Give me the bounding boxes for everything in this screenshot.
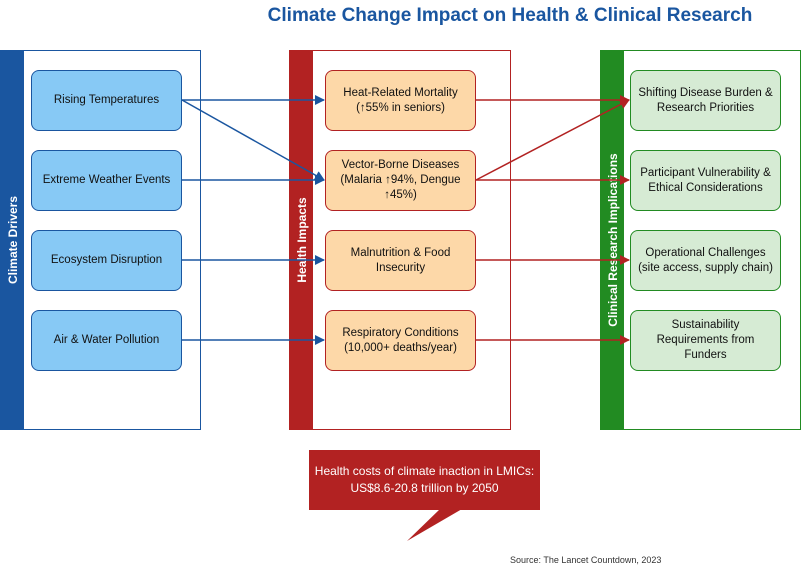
node-extreme-weather: Extreme Weather Events [31,150,182,211]
node-label-line: Malnutrition & Food [350,246,451,259]
node-sustainability-requirements: Sustainability Requirements from Funders [630,310,781,371]
node-label-line: (site access, supply chain) [638,261,773,274]
node-label-line: Respiratory Conditions [342,326,459,339]
node-label-line: Heat-Related Mortality [343,86,458,99]
node-label-line: ↑45%) [384,188,417,201]
node-label-line: (Malaria ↑94%, Dengue [340,174,461,187]
node-air-water-pollution: Air & Water Pollution [31,310,182,371]
node-label-line: Funders [684,348,727,361]
node-label-line: Requirements from [656,334,755,347]
node-label-line: Shifting Disease Burden & [638,86,773,99]
lane-header-impacts: Health Impacts [290,51,313,429]
lane-header-drivers: Climate Drivers [1,51,24,429]
lane-label-clinical: Clinical Research Implications [605,153,620,327]
callout-tail [407,509,462,541]
callout-line: US$8.6-20.8 trillion by 2050 [350,481,499,495]
node-operational-challenges: Operational Challenges (site access, supp… [630,230,781,291]
node-label-line: Research Priorities [656,101,755,114]
callout-line: Health costs of climate inaction in LMIC… [314,464,535,479]
node-label-line: Sustainability [671,319,740,332]
lane-label-impacts: Health Impacts [294,197,309,283]
node-label: Ecosystem Disruption [50,254,163,267]
node-label: Rising Temperatures [53,94,160,107]
node-label-line: Vector-Borne Diseases [341,159,460,172]
callout-health-costs: Health costs of climate inaction in LMIC… [309,450,540,510]
lane-label-drivers: Climate Drivers [5,195,20,285]
node-label-line: Ethical Considerations [648,181,763,194]
node-malnutrition: Malnutrition & Food Insecurity [325,230,476,291]
node-vector-borne-diseases: Vector-Borne Diseases (Malaria ↑94%, Deng… [325,150,476,211]
node-label-line: Operational Challenges [645,246,766,259]
node-respiratory-conditions: Respiratory Conditions (10,000+ deaths/ye… [325,310,476,371]
node-label: Extreme Weather Events [42,174,171,187]
node-participant-vulnerability: Participant Vulnerability & Ethical Consi… [630,150,781,211]
diagram-title: Climate Change Impact on Health & Clinic… [267,5,753,26]
node-shifting-disease-burden: Shifting Disease Burden & Research Priori… [630,70,781,131]
node-heat-mortality: Heat-Related Mortality (↑55% in seniors) [325,70,476,131]
source-note: Source: The Lancet Countdown, 2023 [510,555,662,565]
lane-header-clinical: Clinical Research Implications [601,51,624,429]
node-label: Air & Water Pollution [53,334,160,347]
node-rising-temperatures: Rising Temperatures [31,70,182,131]
node-label-line: Insecurity [375,261,426,274]
node-label-line: Participant Vulnerability & [640,166,771,179]
node-label-line: (10,000+ deaths/year) [344,341,457,354]
node-label-line: (↑55% in seniors) [356,101,445,114]
node-ecosystem-disruption: Ecosystem Disruption [31,230,182,291]
